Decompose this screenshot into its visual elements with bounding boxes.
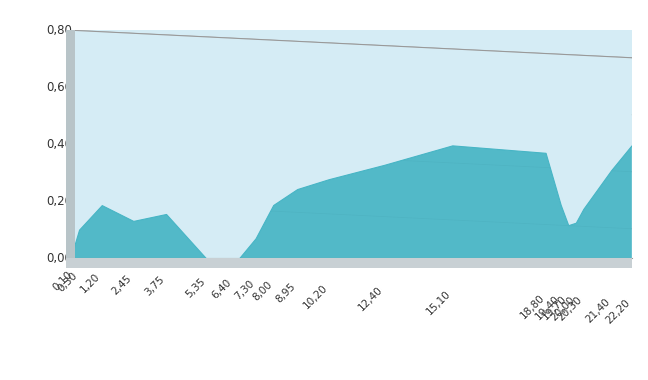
Text: 0,60: 0,60 bbox=[46, 81, 72, 94]
Text: 20,30: 20,30 bbox=[556, 295, 584, 323]
Text: 0,80: 0,80 bbox=[46, 24, 72, 37]
Text: 10,20: 10,20 bbox=[301, 282, 329, 310]
PathPatch shape bbox=[75, 30, 632, 266]
Text: 0,40: 0,40 bbox=[46, 138, 72, 151]
Text: 1,20: 1,20 bbox=[79, 271, 102, 294]
Text: 0,10: 0,10 bbox=[51, 270, 75, 293]
Text: 20,00: 20,00 bbox=[548, 294, 576, 322]
Text: 5,35: 5,35 bbox=[183, 276, 207, 300]
Text: 19,40: 19,40 bbox=[533, 294, 561, 322]
PathPatch shape bbox=[75, 146, 632, 286]
Text: 8,95: 8,95 bbox=[274, 281, 297, 304]
Text: 0,00: 0,00 bbox=[46, 252, 72, 265]
Text: 8,00: 8,00 bbox=[250, 280, 273, 303]
Text: 0,20: 0,20 bbox=[46, 195, 72, 208]
Text: 0,30: 0,30 bbox=[56, 270, 80, 293]
Text: 21,40: 21,40 bbox=[583, 296, 612, 324]
Text: 22,20: 22,20 bbox=[604, 297, 632, 325]
Text: 19,70: 19,70 bbox=[540, 294, 569, 322]
Text: 6,40: 6,40 bbox=[210, 278, 233, 301]
Text: 7,30: 7,30 bbox=[233, 279, 256, 302]
Text: 3,75: 3,75 bbox=[143, 274, 167, 298]
Text: 18,80: 18,80 bbox=[518, 293, 546, 321]
Text: 12,40: 12,40 bbox=[356, 285, 385, 313]
Text: 15,10: 15,10 bbox=[424, 288, 453, 317]
Text: 2,45: 2,45 bbox=[110, 273, 133, 296]
